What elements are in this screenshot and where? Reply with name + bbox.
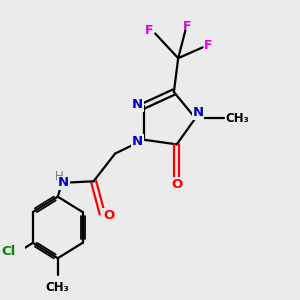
Text: O: O [103, 208, 114, 222]
Text: Cl: Cl [2, 245, 16, 258]
Text: N: N [132, 98, 143, 111]
Text: CH₃: CH₃ [226, 112, 249, 125]
Text: CH₃: CH₃ [46, 281, 70, 294]
Text: N: N [132, 135, 143, 148]
Text: O: O [171, 178, 182, 191]
Text: F: F [145, 24, 153, 37]
Text: F: F [183, 20, 191, 33]
Text: N: N [193, 106, 204, 119]
Text: F: F [204, 39, 213, 52]
Text: H: H [55, 170, 64, 183]
Text: N: N [58, 176, 69, 189]
